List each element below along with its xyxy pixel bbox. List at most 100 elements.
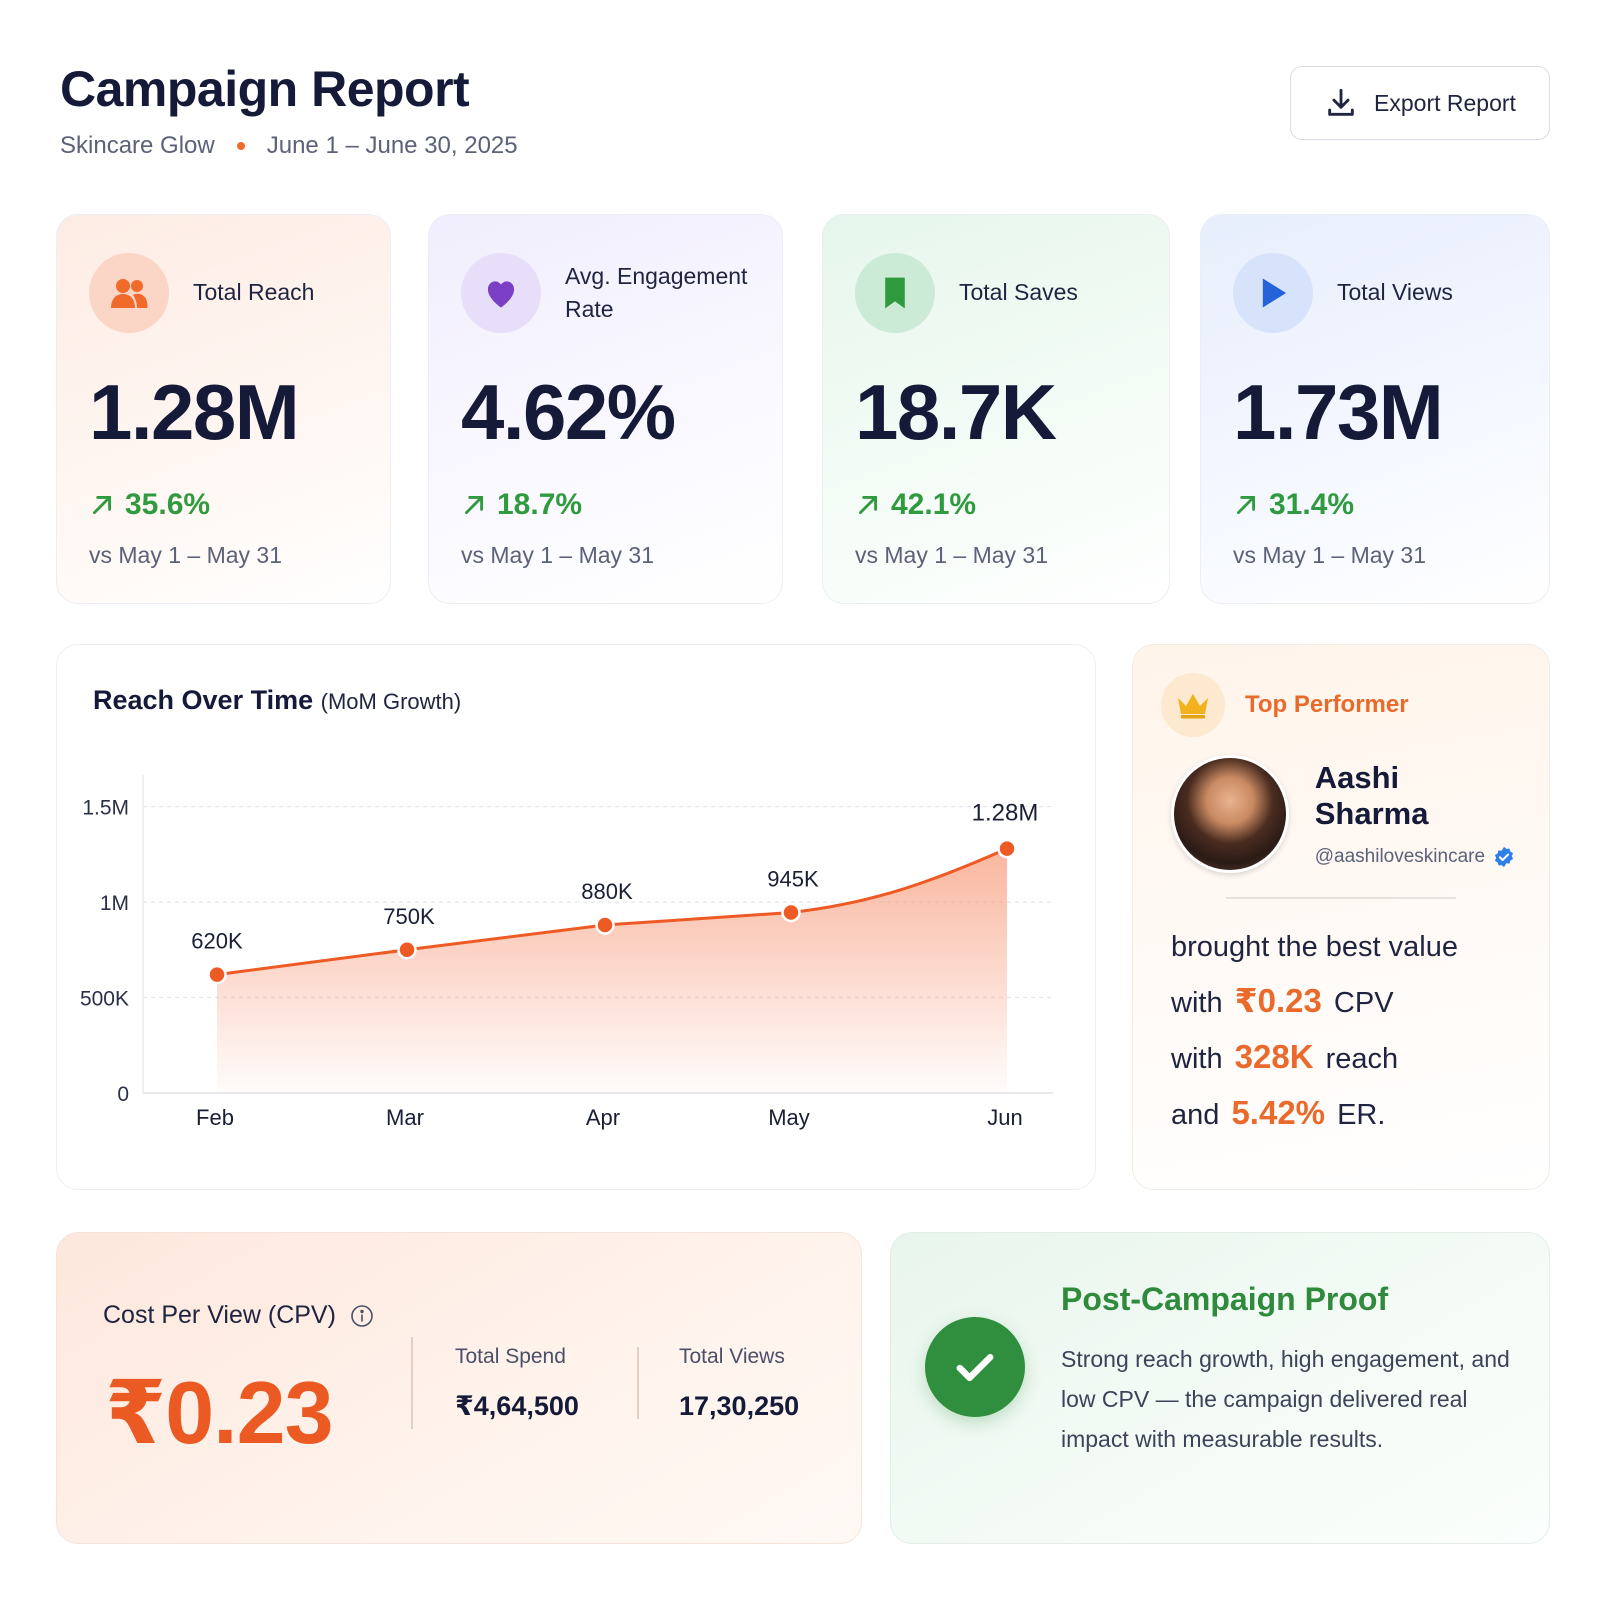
- summary-line-reach: with 328K reach: [1171, 1030, 1521, 1086]
- cpv-value: ₹0.23: [105, 1363, 334, 1462]
- total-views-label: Total Views: [679, 1345, 785, 1368]
- separator-dot: [236, 142, 245, 150]
- kpi-label: Total Views: [1337, 279, 1453, 306]
- cpv-title-text: Cost Per View (CPV): [103, 1301, 336, 1329]
- kpi-value: 4.62%: [461, 368, 676, 456]
- export-report-label: Export Report: [1374, 89, 1516, 116]
- proof-text: Strong reach growth, high engagement, an…: [1061, 1346, 1510, 1452]
- chart-title-note: (MoM Growth): [320, 689, 462, 714]
- data-point: [397, 940, 417, 960]
- kpi-delta: 42.1%: [855, 488, 1137, 522]
- chart-title: Reach Over Time (MoM Growth): [93, 685, 461, 716]
- kpi-compare: vs May 1 – May 31: [855, 542, 1049, 568]
- performer-profile: Aashi Sharma @aashiloveskincare: [1171, 755, 1521, 873]
- kpi-label: Avg. Engagement Rate: [565, 262, 748, 322]
- kpi-value: 1.73M: [1233, 368, 1444, 456]
- summary-line: brought the best value: [1171, 930, 1458, 963]
- top-performer-label: Top Performer: [1245, 691, 1409, 718]
- arrow-up-right-icon: [1237, 496, 1255, 514]
- kpi-compare: vs May 1 – May 31: [461, 542, 655, 568]
- cpv-card: Cost Per View (CPV) ₹0.23 Total Spend ₹4…: [56, 1232, 862, 1544]
- cpv-title: Cost Per View (CPV): [103, 1301, 374, 1330]
- summary-reach-value: 328K: [1234, 1037, 1314, 1075]
- x-tick-label: Feb: [196, 1105, 234, 1130]
- total-views-stat: Total Views 17,30,250: [679, 1345, 799, 1422]
- divider: [637, 1347, 639, 1419]
- proof-title: Post-Campaign Proof: [1061, 1281, 1389, 1317]
- total-spend-label: Total Spend: [455, 1345, 566, 1368]
- kpi-value: 18.7K: [855, 368, 1057, 456]
- kpi-delta: 35.6%: [89, 488, 358, 522]
- x-tick-label: May: [768, 1105, 810, 1130]
- heart-icon: [461, 253, 541, 333]
- data-point: [997, 838, 1017, 859]
- summary-word: and: [1171, 1098, 1220, 1131]
- divider: [411, 1337, 413, 1429]
- kpi-delta-value: 31.4%: [1269, 488, 1355, 521]
- kpi-compare: vs May 1 – May 31: [1233, 542, 1427, 568]
- performer-summary: brought the best value with ₹0.23 CPV wi…: [1161, 921, 1521, 1142]
- post-campaign-proof-card: Post-Campaign Proof Strong reach growth,…: [890, 1232, 1550, 1544]
- kpi-label: Total Saves: [959, 279, 1078, 306]
- kpi-card-total-views: Total Views 1.73M 31.4% vs May 1 – May 3…: [1200, 214, 1550, 604]
- summary-word: CPV: [1333, 986, 1394, 1019]
- total-views-value: 17,30,250: [679, 1391, 800, 1421]
- avatar: [1171, 755, 1289, 873]
- kpi-delta: 31.4%: [1233, 488, 1517, 522]
- area-fill: [217, 848, 1007, 1093]
- x-tick-label: Mar: [386, 1105, 424, 1130]
- kpi-compare: vs May 1 – May 31: [89, 542, 283, 568]
- date-range: June 1 – June 30, 2025: [266, 132, 518, 159]
- export-report-button[interactable]: Export Report: [1290, 66, 1550, 140]
- kpi-delta-value: 42.1%: [891, 488, 977, 521]
- reach-chart: 0 500K 1M 1.5M 620K Feb 750K Mar 880K Apr 945K May 1…: [80, 775, 1053, 1130]
- y-tick-label: 0: [117, 1083, 129, 1106]
- data-point: [781, 902, 801, 923]
- summary-word: ER.: [1337, 1098, 1386, 1131]
- performer-handle: @aashiloveskincare: [1315, 846, 1521, 868]
- y-tick-label: 1.5M: [82, 797, 129, 820]
- kpi-card-total-reach: Total Reach 1.28M 35.6% vs May 1 – May 3…: [56, 214, 391, 604]
- page-subtitle: Skincare Glow June 1 – June 30, 2025: [60, 132, 1550, 160]
- data-label: 750K: [383, 904, 435, 929]
- divider: [1226, 897, 1456, 899]
- users-icon: [89, 253, 169, 333]
- play-icon: [1233, 253, 1313, 333]
- kpi-card-total-saves: Total Saves 18.7K 42.1% vs May 1 – May 3…: [822, 214, 1170, 604]
- summary-cpv-value: ₹0.23: [1234, 981, 1322, 1019]
- kpi-delta: 18.7%: [461, 488, 750, 522]
- summary-line-er: and 5.42% ER.: [1171, 1086, 1521, 1142]
- data-point: [595, 915, 615, 935]
- performer-name: Aashi Sharma: [1314, 760, 1429, 831]
- total-spend-value: ₹4,64,500: [455, 1391, 579, 1421]
- kpi-card-engagement-rate: Avg. Engagement Rate 4.62% 18.7% vs May …: [428, 214, 783, 604]
- y-tick-label: 1M: [100, 892, 129, 915]
- data-label: 945K: [767, 867, 819, 892]
- summary-word: with: [1171, 1042, 1223, 1075]
- arrow-up-right-icon: [465, 496, 483, 514]
- crown-icon: [1161, 673, 1225, 737]
- kpi-label: Total Reach: [193, 279, 315, 306]
- summary-word: reach: [1325, 1042, 1399, 1075]
- x-tick-label: Apr: [586, 1105, 620, 1130]
- kpi-delta-value: 18.7%: [497, 488, 583, 521]
- verified-badge-icon: [1494, 846, 1514, 868]
- reach-over-time-card: Reach Over Time (MoM Growth) 0 500K 1M 1.5M…: [56, 644, 1096, 1190]
- check-icon: [925, 1317, 1025, 1417]
- chart-title-text: Reach Over Time: [93, 685, 314, 715]
- x-tick-label: Jun: [987, 1105, 1022, 1130]
- arrow-up-right-icon: [93, 496, 111, 514]
- data-label: 1.28M: [972, 800, 1039, 827]
- performer-handle-text: @aashiloveskincare: [1314, 846, 1486, 867]
- arrow-up-right-icon: [859, 496, 877, 514]
- top-performer-card: Top Performer Aashi Sharma @aashiloveski…: [1132, 644, 1550, 1190]
- info-icon[interactable]: [350, 1304, 374, 1328]
- page-header: Campaign Report Skincare Glow June 1 – J…: [60, 60, 1550, 170]
- summary-word: with: [1171, 986, 1223, 1019]
- download-icon: [1328, 88, 1354, 116]
- data-label: 620K: [191, 929, 243, 954]
- bookmark-icon: [855, 253, 935, 333]
- page-title: Campaign Report: [60, 61, 470, 117]
- summary-er-value: 5.42%: [1231, 1093, 1326, 1131]
- campaign-name: Skincare Glow: [60, 132, 215, 159]
